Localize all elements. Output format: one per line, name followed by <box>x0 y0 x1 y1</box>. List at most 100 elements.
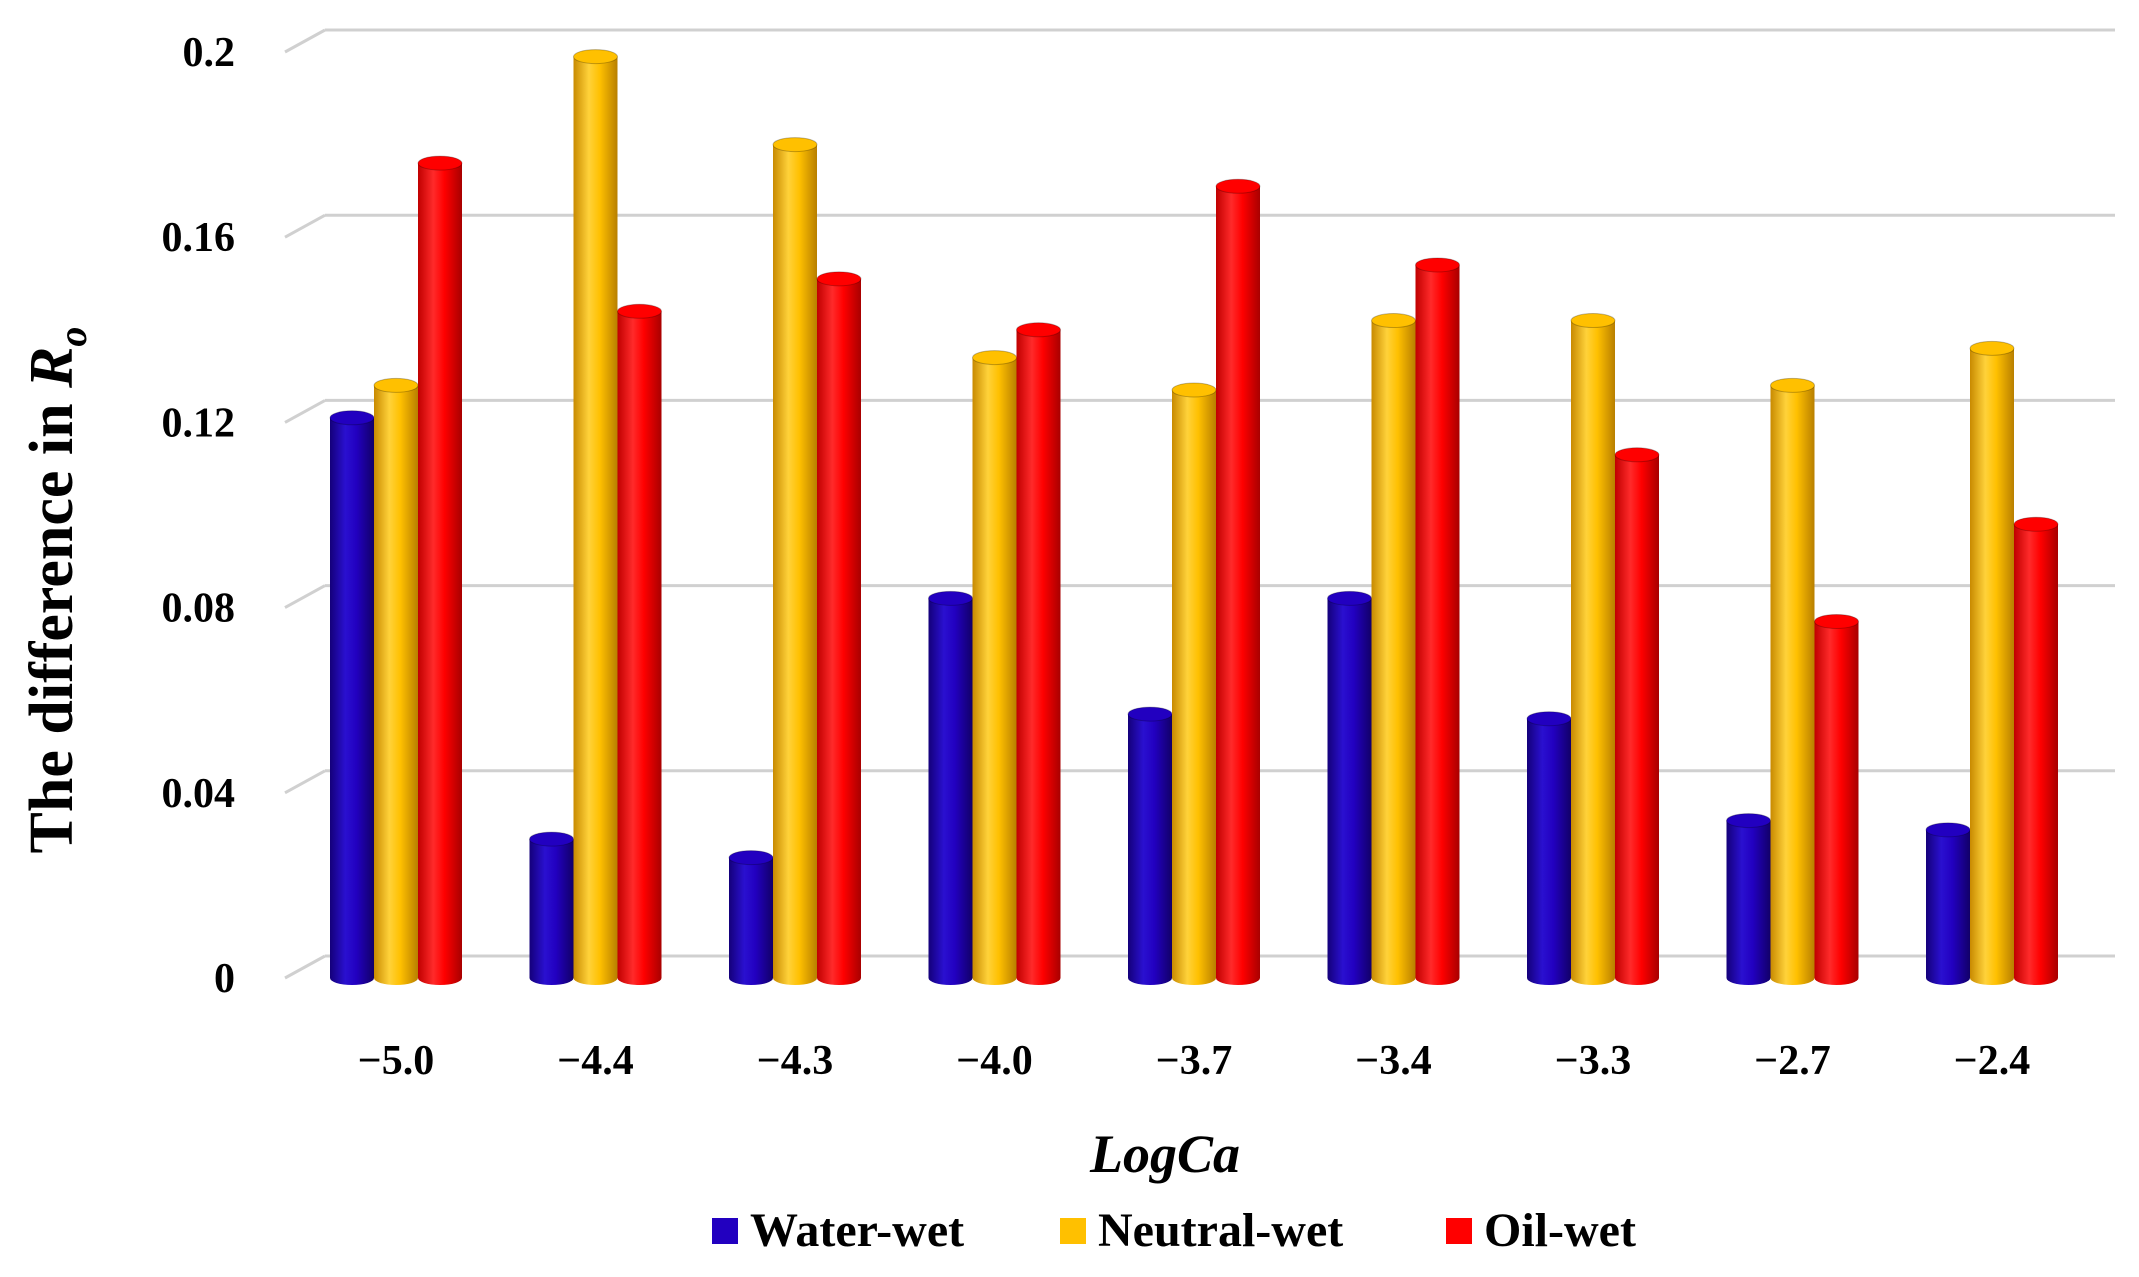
bar-oil-wet <box>1614 447 1660 985</box>
legend-label: Water-wet <box>750 1204 964 1257</box>
bar-water-wet <box>1526 711 1572 985</box>
legend-item-neutral-wet: Neutral-wet <box>1060 1204 1343 1257</box>
x-tick-label: −2.4 <box>1954 1038 2030 1084</box>
bar-body <box>1527 718 1571 985</box>
bars <box>329 49 2059 986</box>
bar-cap <box>1814 613 1859 629</box>
bar-body <box>972 357 1017 986</box>
x-tick-label: −3.7 <box>1156 1038 1232 1084</box>
bar-cap <box>417 155 463 171</box>
x-axis-label: LogCa <box>1089 1124 1240 1184</box>
gridline-depth <box>284 584 326 609</box>
bar-water-wet <box>1925 822 1971 985</box>
bar-cap <box>816 271 862 287</box>
bar-cap <box>529 831 574 847</box>
bar-cap <box>1171 382 1217 398</box>
legend: Water-wet Neutral-wet Oil-wet <box>712 1204 1636 1257</box>
bar-cap <box>329 410 375 426</box>
y-tick-label: 0.04 <box>162 771 236 817</box>
bar-water-wet <box>928 590 973 986</box>
bar-oil-wet <box>1415 257 1460 986</box>
gridline-depth <box>284 954 326 980</box>
bar-cap <box>728 850 774 866</box>
y-tick-label: 0 <box>214 956 235 1002</box>
bar-body <box>817 278 861 985</box>
bar-body <box>1216 186 1260 985</box>
bar-body <box>1926 829 1970 985</box>
bar-body <box>1726 820 1771 986</box>
y-tick-label: 0.2 <box>183 30 236 76</box>
bar-cap <box>928 590 973 606</box>
gridline-depth <box>284 769 326 795</box>
bar-water-wet <box>1127 706 1173 985</box>
bar-water-wet <box>728 850 774 985</box>
legend-item-oil-wet: Oil-wet <box>1446 1204 1636 1257</box>
x-axis-ticks: −5.0 −4.4 −4.3 −4.0 −3.7 −3.4 −3.3 −2.7 −2.4 <box>358 1038 2030 1084</box>
bar-cap <box>2013 516 2059 532</box>
bar-cap <box>1016 322 1061 338</box>
y-tick-label: 0.08 <box>162 586 236 632</box>
bar-body <box>1571 320 1615 985</box>
y-axis-label: The difference in Ro <box>18 327 95 854</box>
gridline-depth <box>284 399 326 424</box>
bar-cap <box>1770 377 1815 393</box>
bar-body <box>573 56 618 986</box>
bar-water-wet <box>529 831 574 986</box>
legend-swatch <box>1060 1218 1086 1244</box>
bar-neutral-wet <box>1770 377 1815 986</box>
bar-neutral-wet <box>1570 313 1616 985</box>
bar-oil-wet <box>617 303 662 986</box>
legend-swatch <box>712 1218 738 1244</box>
bar-cap <box>1127 706 1173 722</box>
bar-cap <box>1969 340 2015 356</box>
bar-body <box>1327 598 1372 986</box>
bar-body <box>1415 264 1460 986</box>
bar-body <box>2014 524 2058 985</box>
legend-label: Neutral-wet <box>1098 1204 1343 1257</box>
bar-neutral-wet <box>772 137 818 986</box>
bar-water-wet <box>329 410 375 985</box>
x-tick-label: −3.3 <box>1555 1038 1631 1084</box>
bar-oil-wet <box>1016 322 1061 986</box>
bar-body <box>529 839 574 986</box>
bar-cap <box>1570 313 1616 329</box>
bar-body <box>617 311 662 986</box>
x-tick-label: −4.0 <box>956 1038 1032 1084</box>
bar-neutral-wet <box>373 377 419 985</box>
bar-body <box>1770 385 1815 986</box>
y-tick-label: 0.16 <box>162 215 236 261</box>
bar-neutral-wet <box>1371 313 1416 986</box>
bar-cap <box>972 350 1017 366</box>
bar-cap <box>1327 590 1372 606</box>
bar-oil-wet <box>2013 516 2059 985</box>
bar-neutral-wet <box>1969 340 2015 985</box>
bar-body <box>729 857 773 985</box>
bar-body <box>1128 714 1172 985</box>
bar-water-wet <box>1327 590 1372 986</box>
bar-cap <box>1415 257 1460 273</box>
bar-body <box>1970 348 2014 985</box>
bar-cap <box>1726 813 1771 829</box>
y-tick-label: 0.12 <box>162 400 236 446</box>
legend-label: Oil-wet <box>1484 1204 1636 1257</box>
x-tick-label: −3.4 <box>1355 1038 1431 1084</box>
bar-oil-wet <box>816 271 862 985</box>
legend-item-water-wet: Water-wet <box>712 1204 964 1257</box>
y-axis-ticks: 0 0.04 0.08 0.12 0.16 0.2 <box>162 30 236 1002</box>
bar-oil-wet <box>1215 178 1261 985</box>
bar-oil-wet <box>1814 613 1859 986</box>
bar-neutral-wet <box>573 49 618 986</box>
bar-body <box>330 417 374 985</box>
bar-oil-wet <box>417 155 463 985</box>
bar-body <box>1814 621 1859 986</box>
bar-cap <box>772 137 818 153</box>
bar-body <box>1016 329 1061 986</box>
bar-neutral-wet <box>1171 382 1217 985</box>
gridline-depth <box>284 28 326 54</box>
bar-cap <box>1371 313 1416 329</box>
x-tick-label: −5.0 <box>358 1038 434 1084</box>
bar-cap <box>573 49 618 65</box>
bar-body <box>1371 320 1416 986</box>
bar-body <box>1172 389 1216 985</box>
